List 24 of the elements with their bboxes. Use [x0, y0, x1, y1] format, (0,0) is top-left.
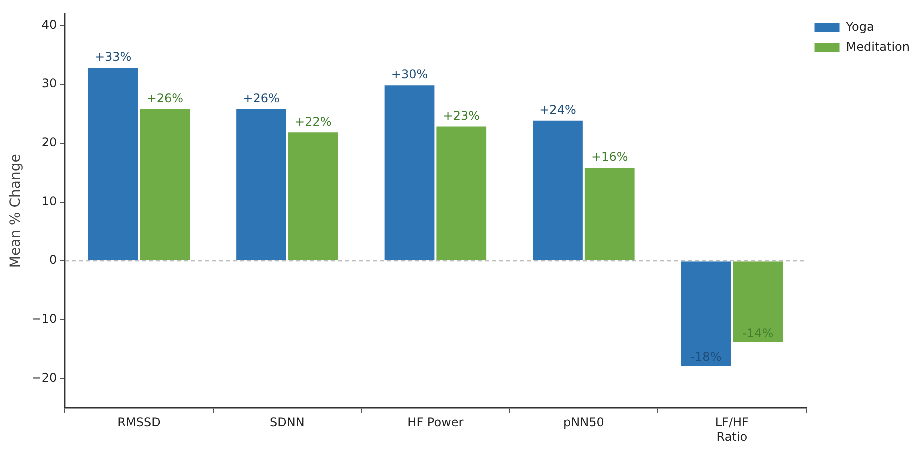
data-label: +24%	[540, 103, 576, 118]
y-tick-label: 40	[42, 18, 58, 32]
y-axis-title: Mean % Change	[8, 154, 24, 268]
x-tick-label: LF/HF Ratio	[715, 416, 750, 444]
data-label: +23%	[443, 108, 480, 123]
y-tick-label: 0	[49, 253, 58, 268]
x-tick-label: HF Power	[408, 416, 464, 430]
x-tick-label: SDNN	[270, 416, 305, 430]
y-tick-label: 30	[42, 76, 58, 91]
x-tick-label: pNN50	[564, 416, 604, 430]
data-label: +26%	[243, 91, 280, 106]
y-tick-label: −20	[32, 370, 58, 385]
data-label: +30%	[391, 68, 428, 82]
data-label: +33%	[94, 50, 132, 64]
y-tick-label: 10	[42, 194, 58, 208]
data-label: +26%	[146, 91, 184, 106]
x-tick-label: RMSSD	[118, 416, 161, 430]
y-tick-label: 20	[42, 136, 58, 150]
legend-label: Yoga	[845, 20, 874, 34]
data-label: -18%	[690, 350, 722, 364]
y-tick-label: −10	[32, 312, 58, 326]
legend-label: Meditation	[846, 40, 910, 54]
data-label: +16%	[591, 150, 628, 164]
data-label: +22%	[295, 114, 332, 129]
